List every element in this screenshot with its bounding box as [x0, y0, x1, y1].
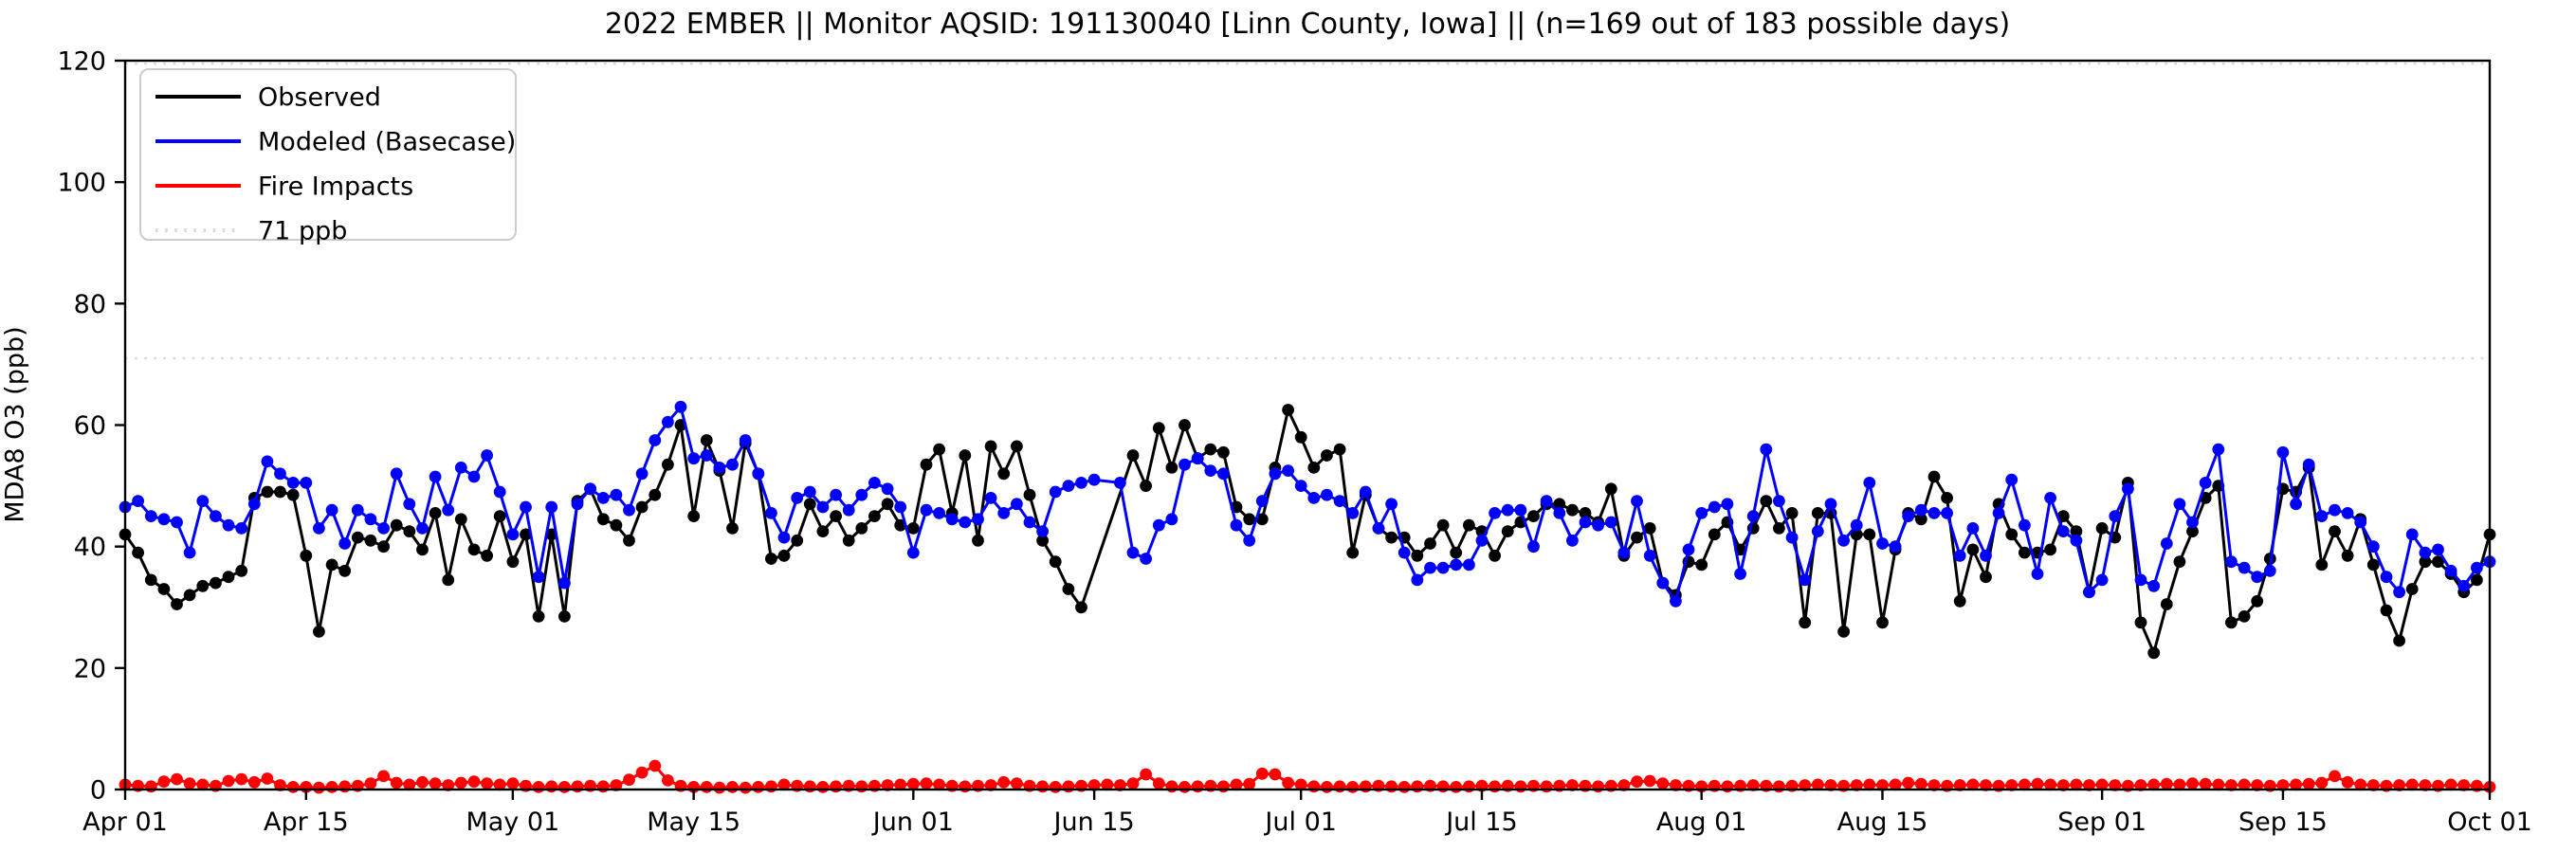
- svg-text:0: 0: [90, 775, 106, 805]
- svg-text:Observed: Observed: [258, 82, 381, 112]
- svg-text:Jul 15: Jul 15: [1444, 808, 1518, 837]
- svg-text:May 01: May 01: [466, 808, 559, 837]
- svg-text:60: 60: [74, 411, 106, 441]
- svg-text:Jun 15: Jun 15: [1052, 808, 1135, 837]
- y-axis-label: MDA8 O3 (ppb): [0, 326, 30, 523]
- svg-text:71 ppb: 71 ppb: [258, 216, 347, 245]
- svg-text:Sep 01: Sep 01: [2057, 808, 2147, 837]
- svg-text:120: 120: [57, 46, 106, 76]
- svg-text:Sep 15: Sep 15: [2238, 808, 2328, 837]
- svg-text:Modeled (Basecase): Modeled (Basecase): [258, 127, 516, 156]
- legend-observed: Observed: [155, 82, 381, 112]
- svg-text:20: 20: [74, 654, 106, 683]
- x-axis-ticks: Apr 01 Apr 15 May 01 May 15 Jun 01 Jun 15 Jul …: [82, 789, 2532, 837]
- svg-text:80: 80: [74, 290, 106, 319]
- svg-text:May 15: May 15: [647, 808, 740, 837]
- svg-text:Oct 01: Oct 01: [2447, 808, 2532, 837]
- svg-text:Jun 01: Jun 01: [871, 808, 954, 837]
- svg-text:Fire Impacts: Fire Impacts: [258, 172, 413, 201]
- y-axis-ticks: 0 20 40 60 80 100 120: [57, 46, 125, 805]
- svg-text:Aug 15: Aug 15: [1837, 808, 1928, 837]
- svg-text:Jul 01: Jul 01: [1263, 808, 1337, 837]
- legend-modeled: Modeled (Basecase): [155, 127, 516, 156]
- svg-text:40: 40: [74, 533, 106, 562]
- svg-text:Apr 01: Apr 01: [82, 808, 168, 837]
- legend-71ppb: 71 ppb: [155, 216, 347, 245]
- series-observed: [119, 404, 2496, 660]
- series-modeled-basecase-: [119, 400, 2496, 608]
- svg-text:Aug 01: Aug 01: [1656, 808, 1747, 837]
- legend-fire-impacts: Fire Impacts: [155, 172, 413, 201]
- chart-title: 2022 EMBER || Monitor AQSID: 191130040 […: [604, 8, 2011, 41]
- legend: Observed Modeled (Basecase) Fire Impacts 71…: [139, 68, 517, 245]
- svg-text:Apr 15: Apr 15: [264, 808, 349, 837]
- svg-text:100: 100: [57, 169, 106, 198]
